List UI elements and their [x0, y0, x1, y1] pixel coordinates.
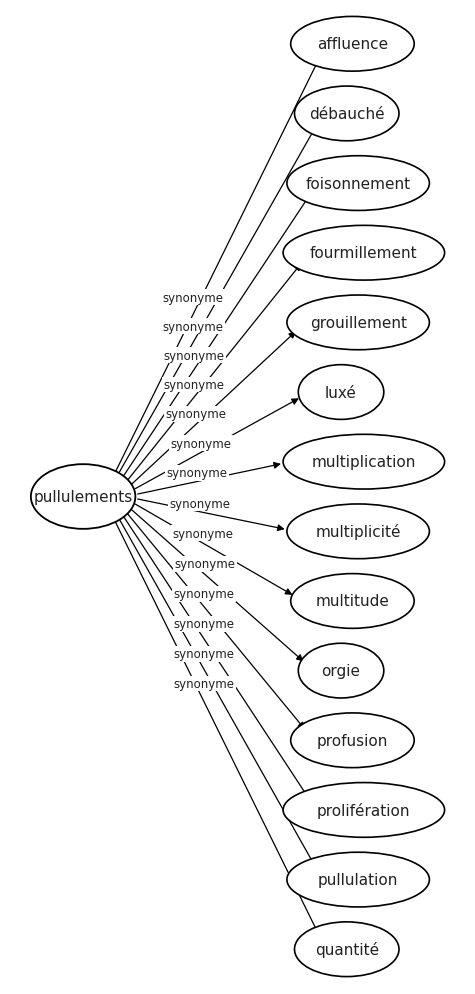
Text: pullulements: pullulements	[34, 489, 133, 505]
Text: synonyme: synonyme	[170, 437, 231, 450]
Ellipse shape	[298, 366, 384, 419]
Ellipse shape	[283, 435, 445, 490]
Text: synonyme: synonyme	[174, 558, 236, 571]
Ellipse shape	[287, 296, 429, 350]
Ellipse shape	[287, 157, 429, 212]
FancyArrowPatch shape	[111, 60, 319, 481]
FancyArrowPatch shape	[129, 333, 295, 487]
Text: foisonnement: foisonnement	[305, 176, 411, 192]
FancyArrowPatch shape	[120, 511, 308, 797]
Text: fourmillement: fourmillement	[310, 246, 418, 261]
Ellipse shape	[287, 852, 429, 907]
Text: grouillement: grouillement	[310, 315, 407, 331]
FancyArrowPatch shape	[138, 500, 284, 531]
Text: luxé: luxé	[325, 385, 357, 401]
Text: synonyme: synonyme	[162, 320, 224, 333]
FancyArrowPatch shape	[124, 265, 300, 485]
Text: affluence: affluence	[317, 37, 388, 53]
FancyArrowPatch shape	[115, 512, 314, 866]
Text: synonyme: synonyme	[166, 467, 227, 480]
Ellipse shape	[291, 714, 414, 767]
Text: multiplication: multiplication	[312, 454, 416, 470]
Ellipse shape	[291, 18, 414, 73]
Ellipse shape	[31, 464, 135, 529]
Text: profusion: profusion	[317, 733, 388, 748]
FancyArrowPatch shape	[114, 128, 315, 482]
Ellipse shape	[283, 227, 445, 280]
FancyArrowPatch shape	[124, 510, 304, 729]
FancyArrowPatch shape	[111, 513, 319, 934]
Text: pullulation: pullulation	[318, 872, 399, 888]
Text: synonyme: synonyme	[174, 647, 235, 661]
Ellipse shape	[294, 87, 399, 141]
Text: synonyme: synonyme	[163, 350, 224, 363]
Text: quantité: quantité	[314, 941, 379, 957]
Text: synonyme: synonyme	[173, 677, 235, 690]
Text: prolifération: prolifération	[317, 802, 410, 818]
Ellipse shape	[291, 574, 414, 629]
Text: multiplicité: multiplicité	[315, 524, 401, 540]
FancyArrowPatch shape	[129, 508, 303, 661]
Text: synonyme: synonyme	[173, 587, 234, 600]
FancyArrowPatch shape	[134, 400, 298, 490]
Ellipse shape	[298, 644, 384, 698]
Ellipse shape	[283, 783, 445, 837]
Text: multitude: multitude	[315, 593, 390, 609]
FancyArrowPatch shape	[138, 463, 280, 495]
Text: synonyme: synonyme	[170, 497, 230, 510]
FancyArrowPatch shape	[134, 504, 291, 594]
Text: orgie: orgie	[322, 663, 361, 679]
Text: synonyme: synonyme	[163, 379, 224, 392]
Text: synonyme: synonyme	[162, 291, 223, 304]
FancyArrowPatch shape	[119, 197, 309, 483]
Text: débauché: débauché	[309, 106, 385, 122]
Ellipse shape	[287, 505, 429, 559]
Text: synonyme: synonyme	[172, 528, 233, 541]
Text: synonyme: synonyme	[173, 617, 234, 630]
Text: synonyme: synonyme	[165, 408, 226, 420]
Ellipse shape	[294, 922, 399, 976]
